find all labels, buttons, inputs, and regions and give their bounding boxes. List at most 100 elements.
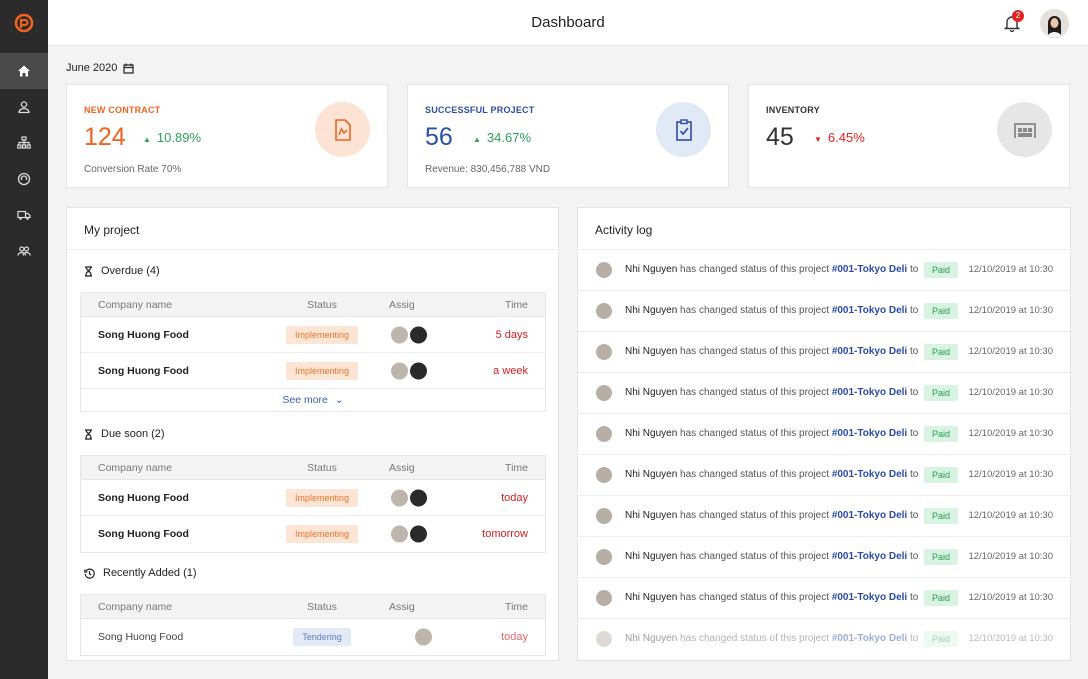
sidebar-item-team[interactable]	[0, 233, 48, 269]
column-time[interactable]: Time	[505, 600, 528, 613]
history-icon	[84, 568, 95, 579]
column-assig[interactable]: Assig	[389, 461, 415, 474]
project-link[interactable]: #001-Tokyo Deli	[831, 346, 908, 357]
hourglass-icon	[85, 265, 92, 277]
status-badge: Paid	[924, 467, 959, 483]
project-link[interactable]: #001-Tokyo Deli	[831, 387, 908, 398]
avatar	[415, 628, 432, 646]
company-name: Song Huong Food	[98, 364, 189, 377]
project-link[interactable]: #001-Tokyo Deli	[831, 551, 908, 562]
list-item[interactable]: Nhi Nguyen has changed status of this pr…	[578, 373, 1070, 414]
list-item[interactable]: Nhi Nguyen has changed status of this pr…	[578, 250, 1070, 291]
list-item[interactable]: Nhi Nguyen has changed status of this pr…	[578, 619, 1070, 660]
table-header: Company name Status Assig Time	[81, 293, 545, 317]
time-value: today	[501, 491, 528, 504]
project-link[interactable]: #001-Tokyo Deli	[831, 633, 908, 644]
column-company[interactable]: Company name	[98, 600, 173, 613]
section-title: Recently Added (1)	[103, 567, 197, 579]
user-name: Nhi Nguyen	[625, 633, 678, 644]
sidebar-item-home[interactable]	[0, 53, 48, 89]
stat-icon-circle	[315, 102, 370, 157]
table-row[interactable]: Song Huong Food Implementing 5 days	[81, 317, 545, 353]
project-link[interactable]: #001-Tokyo Deli	[831, 305, 908, 316]
project-link[interactable]: #001-Tokyo Deli	[831, 428, 908, 439]
top-header: Dashboard 2	[48, 0, 1088, 46]
table-header: Company name Status Assig Time	[81, 595, 545, 619]
user-name: Nhi Nguyen	[625, 592, 678, 603]
checklist-icon	[675, 118, 692, 141]
project-link[interactable]: #001-Tokyo Deli	[831, 469, 908, 480]
panel-title: My project	[67, 208, 558, 250]
app-logo[interactable]	[0, 0, 48, 46]
table-row[interactable]: Song Huong Food Implementing today	[81, 480, 545, 516]
time-value: tomorrow	[482, 528, 528, 540]
list-item[interactable]: Nhi Nguyen has changed status of this pr…	[578, 496, 1070, 537]
sidebar-item-support[interactable]	[0, 161, 48, 197]
project-link[interactable]: #001-Tokyo Deli	[831, 510, 908, 521]
activity-description: has changed status of this project	[680, 469, 830, 480]
sidebar-item-hierarchy[interactable]	[0, 125, 48, 161]
column-assig[interactable]: Assig	[389, 298, 415, 311]
column-time[interactable]: Time	[505, 298, 528, 311]
timestamp: 12/10/2019 at 10:30	[968, 551, 1053, 562]
stat-icon-circle	[997, 102, 1052, 157]
overdue-table: Company name Status Assig Time Song Huon…	[80, 292, 546, 412]
date-selector[interactable]: June 2020	[66, 62, 134, 74]
user-name: Nhi Nguyen	[625, 551, 678, 562]
sidebar-item-user[interactable]	[0, 89, 48, 125]
list-item[interactable]: Nhi Nguyen has changed status of this pr…	[578, 332, 1070, 373]
avatar	[596, 631, 612, 647]
status-cell: Implementing	[286, 525, 359, 543]
timestamp: 12/10/2019 at 10:30	[968, 346, 1053, 357]
stat-label: NEW CONTRACT	[84, 105, 161, 115]
column-company[interactable]: Company name	[98, 298, 173, 311]
user-avatar[interactable]	[1040, 9, 1069, 38]
column-status[interactable]: Status	[307, 461, 337, 474]
activity-text: Nhi Nguyen has changed status of this pr…	[625, 264, 918, 275]
user-name: Nhi Nguyen	[625, 428, 678, 439]
avatar	[391, 525, 408, 543]
column-status[interactable]: Status	[307, 600, 337, 613]
activity-description: has changed status of this project	[680, 551, 830, 562]
project-link[interactable]: #001-Tokyo Deli	[831, 592, 908, 603]
column-time[interactable]: Time	[505, 461, 528, 474]
stat-subtext: Revenue: 830,456,788 VND	[425, 164, 551, 175]
activity-text: Nhi Nguyen has changed status of this pr…	[625, 387, 918, 398]
see-more-label: See more	[282, 394, 328, 406]
avatar	[596, 262, 612, 278]
section-overdue-header: Overdue (4)	[84, 265, 160, 277]
to-label: to	[910, 633, 919, 644]
list-item[interactable]: Nhi Nguyen has changed status of this pr…	[578, 291, 1070, 332]
list-item[interactable]: Nhi Nguyen has changed status of this pr…	[578, 578, 1070, 619]
sidebar-item-delivery[interactable]	[0, 197, 48, 233]
to-label: to	[910, 264, 919, 275]
recently-added-table: Company name Status Assig Time Song Huon…	[80, 594, 546, 656]
column-company[interactable]: Company name	[98, 461, 173, 474]
stat-change-value: 10.89%	[156, 130, 202, 145]
timestamp: 12/10/2019 at 10:30	[968, 264, 1053, 275]
avatar	[410, 326, 427, 343]
panel-title: Activity log	[578, 208, 1070, 250]
stat-subtext: Conversion Rate 70%	[84, 164, 182, 175]
activity-description: has changed status of this project	[680, 592, 830, 603]
list-item[interactable]: Nhi Nguyen has changed status of this pr…	[578, 537, 1070, 578]
project-link[interactable]: #001-Tokyo Deli	[831, 264, 908, 275]
activity-list: Nhi Nguyen has changed status of this pr…	[578, 250, 1070, 660]
column-assig[interactable]: Assig	[389, 600, 415, 613]
column-status[interactable]: Status	[307, 298, 337, 311]
list-item[interactable]: Nhi Nguyen has changed status of this pr…	[578, 414, 1070, 455]
table-row[interactable]: Song Huong Food Tendering today	[81, 619, 545, 655]
company-name: Song Huong Food	[98, 491, 189, 504]
to-label: to	[910, 551, 919, 562]
activity-text: Nhi Nguyen has changed status of this pr…	[625, 551, 918, 562]
table-row[interactable]: Song Huong Food Implementing a week	[81, 353, 545, 389]
activity-text: Nhi Nguyen has changed status of this pr…	[625, 346, 918, 357]
user-name: Nhi Nguyen	[625, 305, 678, 316]
stat-change: ▼ 6.45%	[814, 130, 865, 145]
status-badge: Tendering	[293, 628, 351, 646]
table-row[interactable]: Song Huong Food Implementing tomorrow	[81, 516, 545, 552]
list-item[interactable]: Nhi Nguyen has changed status of this pr…	[578, 455, 1070, 496]
team-icon	[17, 246, 31, 256]
see-more-link[interactable]: See more ⌄	[81, 389, 545, 411]
to-label: to	[910, 592, 919, 603]
